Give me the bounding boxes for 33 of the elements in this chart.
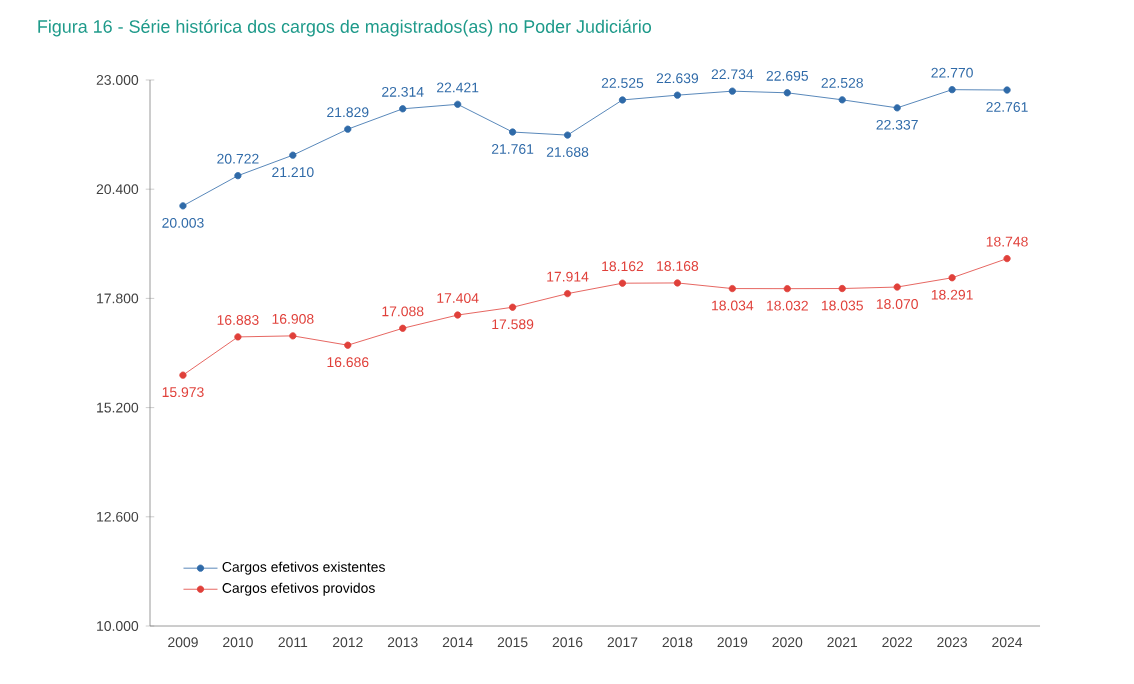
point bbox=[673, 91, 681, 99]
point bbox=[838, 96, 846, 104]
point bbox=[234, 333, 242, 341]
point bbox=[289, 151, 297, 159]
point bbox=[454, 100, 462, 108]
point bbox=[509, 303, 517, 311]
point bbox=[563, 290, 572, 298]
point bbox=[344, 125, 352, 133]
point bbox=[783, 89, 791, 97]
point bbox=[893, 104, 901, 112]
point bbox=[948, 86, 956, 94]
chart-title: Figura 16 - Série histórica dos cargos de magistrados(as) no Poder Judiciário bbox=[38, 19, 652, 37]
point bbox=[399, 324, 407, 332]
point bbox=[1003, 86, 1011, 94]
point bbox=[728, 87, 736, 95]
point bbox=[454, 311, 462, 319]
point bbox=[344, 341, 352, 349]
point bbox=[399, 105, 407, 113]
point bbox=[673, 279, 681, 287]
point bbox=[563, 131, 572, 139]
point bbox=[838, 284, 846, 293]
point bbox=[179, 371, 187, 379]
point bbox=[234, 172, 242, 180]
point bbox=[783, 285, 791, 293]
point bbox=[618, 96, 627, 104]
point bbox=[1003, 254, 1011, 263]
point bbox=[728, 284, 736, 293]
point bbox=[618, 279, 627, 287]
point bbox=[289, 332, 297, 340]
point bbox=[893, 283, 901, 291]
point bbox=[948, 274, 956, 282]
point bbox=[179, 202, 187, 210]
point bbox=[509, 128, 517, 136]
